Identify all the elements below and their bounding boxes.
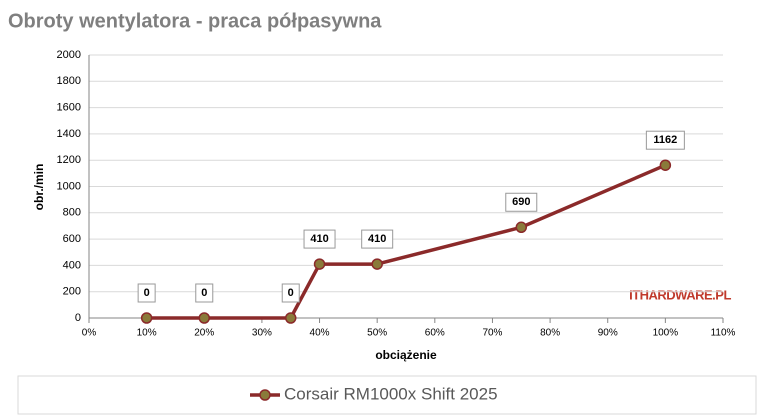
data-label: 1162 — [653, 134, 677, 146]
x-tick-label: 10% — [137, 328, 157, 339]
x-tick-label: 60% — [425, 328, 445, 339]
y-tick-label: 1000 — [57, 180, 81, 192]
data-label: 410 — [310, 233, 328, 245]
x-tick-label: 110% — [711, 328, 736, 339]
y-tick-label: 1600 — [57, 102, 81, 114]
series-line — [146, 163, 667, 320]
x-tick-label: 0% — [82, 328, 97, 339]
data-label: 690 — [512, 196, 530, 208]
chart-title: Obroty wentylatora - praca półpasywna — [8, 10, 382, 32]
data-label: 410 — [368, 233, 386, 245]
y-tick-label: 1200 — [57, 154, 81, 166]
y-tick-label: 800 — [63, 207, 81, 219]
y-axis-label: obr./min — [32, 164, 46, 211]
marker — [515, 221, 528, 234]
y-tick-label: 0 — [75, 312, 81, 324]
legend-marker — [259, 389, 271, 401]
legend-label: Corsair RM1000x Shift 2025 — [284, 384, 498, 403]
data-label-box — [645, 130, 685, 150]
watermark: ITHARDWARE.PL — [629, 287, 731, 302]
x-tick-label: 50% — [367, 328, 387, 339]
y-tick-label: 1400 — [57, 128, 81, 140]
marker — [284, 312, 297, 324]
x-tick-label: 100% — [653, 328, 679, 339]
data-label-box — [137, 283, 156, 303]
data-label-box — [361, 229, 394, 249]
y-tick-label: 400 — [63, 259, 81, 271]
data-label-box — [195, 283, 214, 303]
legend-box — [17, 375, 757, 415]
marker — [140, 312, 153, 324]
x-tick-label: 20% — [194, 328, 214, 339]
x-tick-label: 40% — [310, 328, 330, 339]
x-tick-label: 30% — [252, 328, 272, 339]
data-label: 0 — [144, 287, 150, 299]
x-axis-label: obciążenie — [375, 348, 437, 362]
x-tick-label: 70% — [482, 328, 502, 339]
data-label-box — [505, 192, 538, 212]
y-tick-label: 200 — [63, 286, 81, 298]
marker — [659, 159, 672, 171]
y-tick-label: 2000 — [57, 49, 81, 61]
data-label-box — [303, 229, 336, 249]
x-tick-label: 80% — [540, 328, 560, 339]
marker — [371, 258, 383, 270]
marker — [313, 258, 326, 270]
y-tick-label: 600 — [63, 233, 81, 245]
marker — [198, 312, 211, 324]
data-label: 0 — [201, 287, 207, 299]
data-label: 0 — [288, 287, 294, 299]
x-tick-label: 90% — [598, 328, 618, 339]
data-label-box — [281, 283, 300, 303]
y-tick-label: 1800 — [57, 75, 81, 87]
